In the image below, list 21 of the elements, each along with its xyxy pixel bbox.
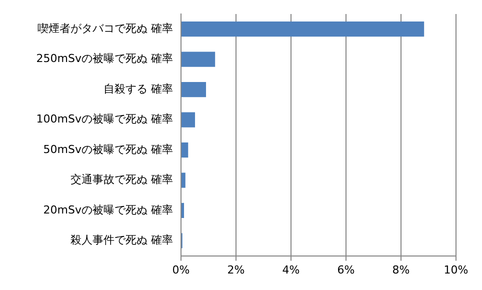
bar [182,22,424,37]
y-tick-label: 250mSvの被曝で死ぬ 確率 [36,52,173,66]
bar [182,112,196,128]
bar [182,202,184,218]
x-tick-label: 8% [392,263,410,276]
y-tick-label: 自殺する 確率 [104,82,173,96]
x-tick-label: 4% [282,263,300,276]
x-tick-label: 0% [172,263,190,276]
y-tick-label: 殺人事件で死ぬ 確率 [70,234,173,247]
y-tick-label: 100mSvの被曝で死ぬ 確率 [36,112,173,126]
y-tick-label: 交通事故で死ぬ 確率 [70,173,173,186]
bar [182,82,206,98]
x-tick-label: 10% [444,263,468,276]
y-tick-label: 喫煙者がタバコで死ぬ 確率 [38,22,173,35]
bar [182,172,186,188]
x-tick-label: 2% [227,263,245,276]
bar [182,142,188,158]
x-tick-label: 6% [337,263,355,276]
y-tick-label: 50mSvの被曝で死ぬ 確率 [43,142,173,156]
y-tick-label: 20mSvの被曝で死ぬ 確率 [43,203,173,216]
bar [182,52,216,67]
